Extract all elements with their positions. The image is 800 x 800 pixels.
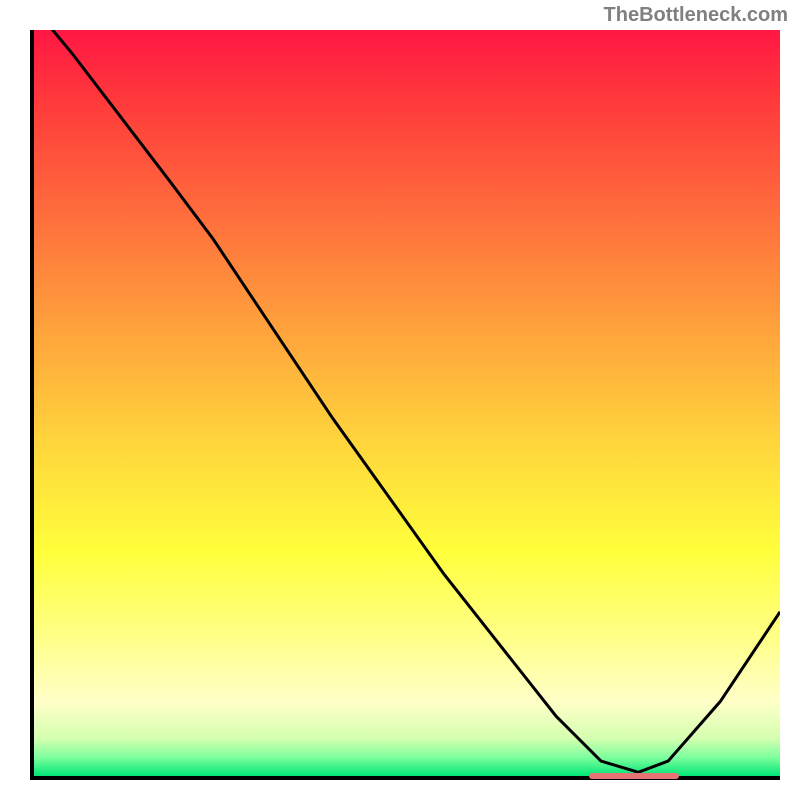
watermark-text: TheBottleneck.com bbox=[604, 4, 788, 27]
optimal-range-marker bbox=[589, 773, 679, 779]
bottleneck-curve bbox=[34, 30, 780, 776]
bottleneck-chart bbox=[30, 30, 780, 780]
